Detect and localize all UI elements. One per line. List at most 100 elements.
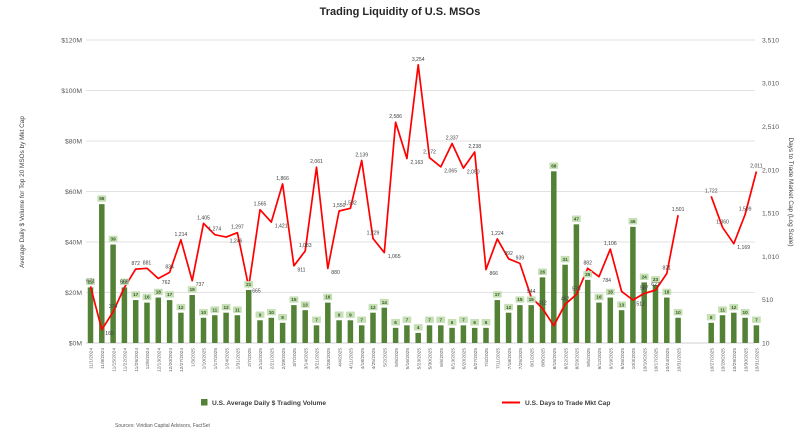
x-axis-date-label: 1/31/2025: [236, 348, 242, 370]
bar-value-label: 10: [675, 310, 681, 315]
bar-value-label: 16: [144, 295, 150, 300]
line-value-label: 1,246: [230, 239, 243, 245]
x-axis-date-label: 9/12/2025: [597, 348, 603, 370]
x-axis-date-label: 8/29/2025: [575, 348, 581, 370]
volume-bar: [494, 300, 501, 343]
bar-value-label: 11: [212, 307, 217, 312]
source-note: Sources: Viridian Capital Advisors, Fact…: [115, 423, 211, 429]
bar-value-label: 46: [630, 219, 636, 224]
line-value-label: 165: [105, 331, 114, 337]
bar-value-label-box: [221, 303, 231, 311]
bar-value-label: 7: [755, 317, 758, 322]
bar-value-label: 11: [235, 307, 240, 312]
left-axis-tick: $40M: [65, 239, 82, 246]
bar-value-label-box: [300, 301, 310, 308]
volume-bar: [166, 300, 173, 343]
bar-value-label-box: [504, 303, 513, 311]
bar-value-label-box: [549, 162, 559, 169]
line-value-label: 2,172: [423, 150, 436, 156]
bar-value-label: 8: [281, 315, 284, 320]
volume-bar: [483, 327, 489, 343]
bar-value-label: 55: [99, 196, 105, 201]
line-value-label: 1,565: [254, 202, 267, 208]
bar-value-label: 26: [540, 269, 546, 274]
line-value-label: 412: [538, 301, 547, 307]
line-value-label: 882: [583, 260, 592, 266]
legend: U.S. Average Daily $ Trading Volume U.S.…: [201, 399, 610, 407]
bar-value-label-box: [718, 306, 727, 313]
bar-value-label-box: [142, 293, 152, 301]
line-value-label: 1,421: [275, 224, 288, 230]
line-value-label: 1,722: [705, 188, 718, 194]
bar-value-label: 16: [325, 295, 331, 300]
volume-bar: [245, 289, 252, 343]
left-axis-tick: $120M: [61, 37, 82, 44]
volume-bar: [596, 302, 602, 343]
x-axis-date-label: 10/31/2025: [676, 348, 682, 372]
x-axis-date-label: 4/4/2025: [337, 348, 343, 367]
x-axis-date-label: 5/23/2025: [416, 348, 422, 370]
bar-value-label: 12: [506, 305, 512, 310]
volume-bar: [449, 327, 455, 343]
bar-value-label-box: [560, 255, 570, 263]
volume-bar: [505, 312, 512, 343]
bar-value-label-box: [233, 306, 242, 313]
x-axis-date-label: 8/8/2025: [541, 348, 547, 367]
volume-bar: [460, 325, 467, 343]
x-axis-date-label: 3/21/2025: [315, 348, 321, 370]
bar-value-label: 18: [156, 290, 162, 295]
x-axis-date-label: 12/27/2024: [179, 348, 185, 372]
line-value-label: 671: [86, 278, 95, 284]
x-axis-date-label: 10/31/2025: [755, 348, 761, 372]
volume-bar: [742, 317, 748, 343]
x-axis-date-label: 10/29/2025: [732, 348, 738, 372]
bar-value-label-box: [538, 268, 547, 275]
line-value-label: 665: [252, 288, 261, 294]
line-value-label: 1,550: [333, 203, 346, 209]
line-value-label: 872: [131, 261, 140, 267]
volume-bar: [370, 312, 376, 343]
x-axis-date-label: 10/27/2025: [709, 348, 715, 372]
bar-value-label-box: [706, 314, 716, 321]
bar-value-label-box: [120, 278, 129, 286]
x-axis-date-label: 6/20/2025: [462, 348, 468, 370]
volume-bar: [121, 287, 128, 343]
volume-bar: [551, 171, 557, 343]
line-value-label: 880: [331, 270, 340, 276]
right-axis-tick: 10: [762, 340, 770, 347]
bar-value-label: 11: [720, 307, 725, 312]
bar-value-label: 9: [338, 312, 341, 317]
right-axis-tick: 1,010: [762, 254, 779, 261]
x-axis-date-label: 7/25/2025: [518, 348, 524, 370]
legend-bar-label: U.S. Average Daily $ Trading Volume: [212, 400, 326, 407]
bar-value-label-box: [153, 288, 163, 296]
line-value-label: 1,083: [299, 243, 312, 249]
line-value-label: 1,229: [367, 231, 380, 237]
bar-value-label-box: [266, 308, 276, 316]
bar-value-label-box: [312, 316, 321, 323]
bar-value-label-box: [334, 311, 344, 318]
bar-value-label: 7: [462, 317, 465, 322]
bar-value-label-box: [651, 276, 660, 283]
bar-value-label: 10: [742, 310, 748, 315]
volume-bar: [426, 325, 433, 343]
line-value-label: 2,011: [750, 163, 763, 169]
line-value-label: 1,224: [491, 231, 504, 237]
line-value-label: 1,501: [672, 207, 685, 213]
left-axis-tick: $20M: [65, 290, 82, 297]
line-value-label: 1,405: [197, 215, 210, 221]
bar-value-label: 47: [574, 216, 580, 221]
volume-bar: [392, 327, 399, 343]
line-value-label: 784: [603, 278, 612, 284]
bar-value-label-box: [639, 273, 649, 280]
x-axis-date-label: 8/15/2025: [552, 348, 558, 370]
right-axis-tick: 510: [762, 297, 774, 304]
line-value-label: 1,274: [208, 227, 221, 233]
bar-value-label: 17: [167, 292, 173, 297]
x-axis-date-label: 10/3/2025: [631, 348, 637, 370]
left-axis-tick: $80M: [65, 138, 82, 145]
x-axis-date-label: 5/9/2025: [394, 348, 400, 367]
bar-value-label: 19: [190, 287, 196, 292]
line-value-label: 659: [120, 279, 129, 285]
plot-area: $0M $20M $40M $60M $80M $100M $120M 10 510 1,010 1…: [61, 37, 779, 372]
